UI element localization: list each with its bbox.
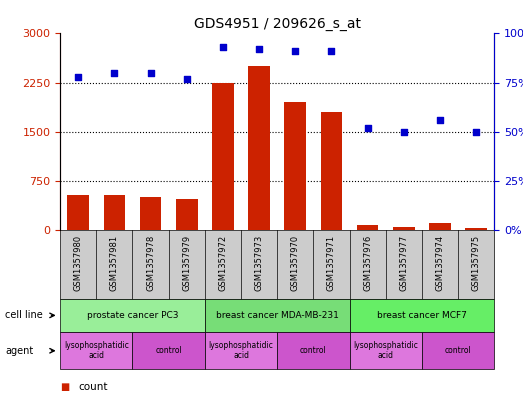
Point [291, 48, 300, 54]
Point [400, 129, 408, 135]
Text: lysophosphatidic
acid: lysophosphatidic acid [353, 341, 418, 360]
Bar [248, 66, 270, 230]
Text: breast cancer MDA-MB-231: breast cancer MDA-MB-231 [216, 311, 338, 320]
Text: breast cancer MCF7: breast cancer MCF7 [377, 311, 467, 320]
Bar [465, 228, 487, 230]
Point [255, 46, 263, 52]
Text: control: control [445, 346, 471, 355]
Point [363, 125, 372, 131]
Text: count: count [78, 382, 108, 392]
Text: agent: agent [5, 346, 33, 356]
Point [219, 44, 227, 50]
Text: prostate cancer PC3: prostate cancer PC3 [87, 311, 178, 320]
Text: ■: ■ [60, 382, 70, 392]
Text: cell line: cell line [5, 310, 43, 320]
Point [472, 129, 480, 135]
Title: GDS4951 / 209626_s_at: GDS4951 / 209626_s_at [194, 17, 361, 31]
Text: lysophosphatidic
acid: lysophosphatidic acid [64, 341, 129, 360]
Bar [104, 195, 126, 230]
Bar [176, 199, 198, 230]
Text: lysophosphatidic
acid: lysophosphatidic acid [209, 341, 274, 360]
Bar [321, 112, 342, 230]
Point [436, 117, 444, 123]
Text: control: control [155, 346, 182, 355]
Bar [393, 227, 415, 230]
Point [110, 70, 119, 76]
Bar [67, 195, 89, 230]
Bar [140, 196, 162, 230]
Point [183, 75, 191, 82]
Bar [212, 83, 234, 230]
Point [74, 73, 83, 80]
Point [327, 48, 336, 54]
Text: control: control [300, 346, 327, 355]
Bar [285, 102, 306, 230]
Bar [357, 225, 379, 230]
Point [146, 70, 155, 76]
Bar [429, 223, 451, 230]
